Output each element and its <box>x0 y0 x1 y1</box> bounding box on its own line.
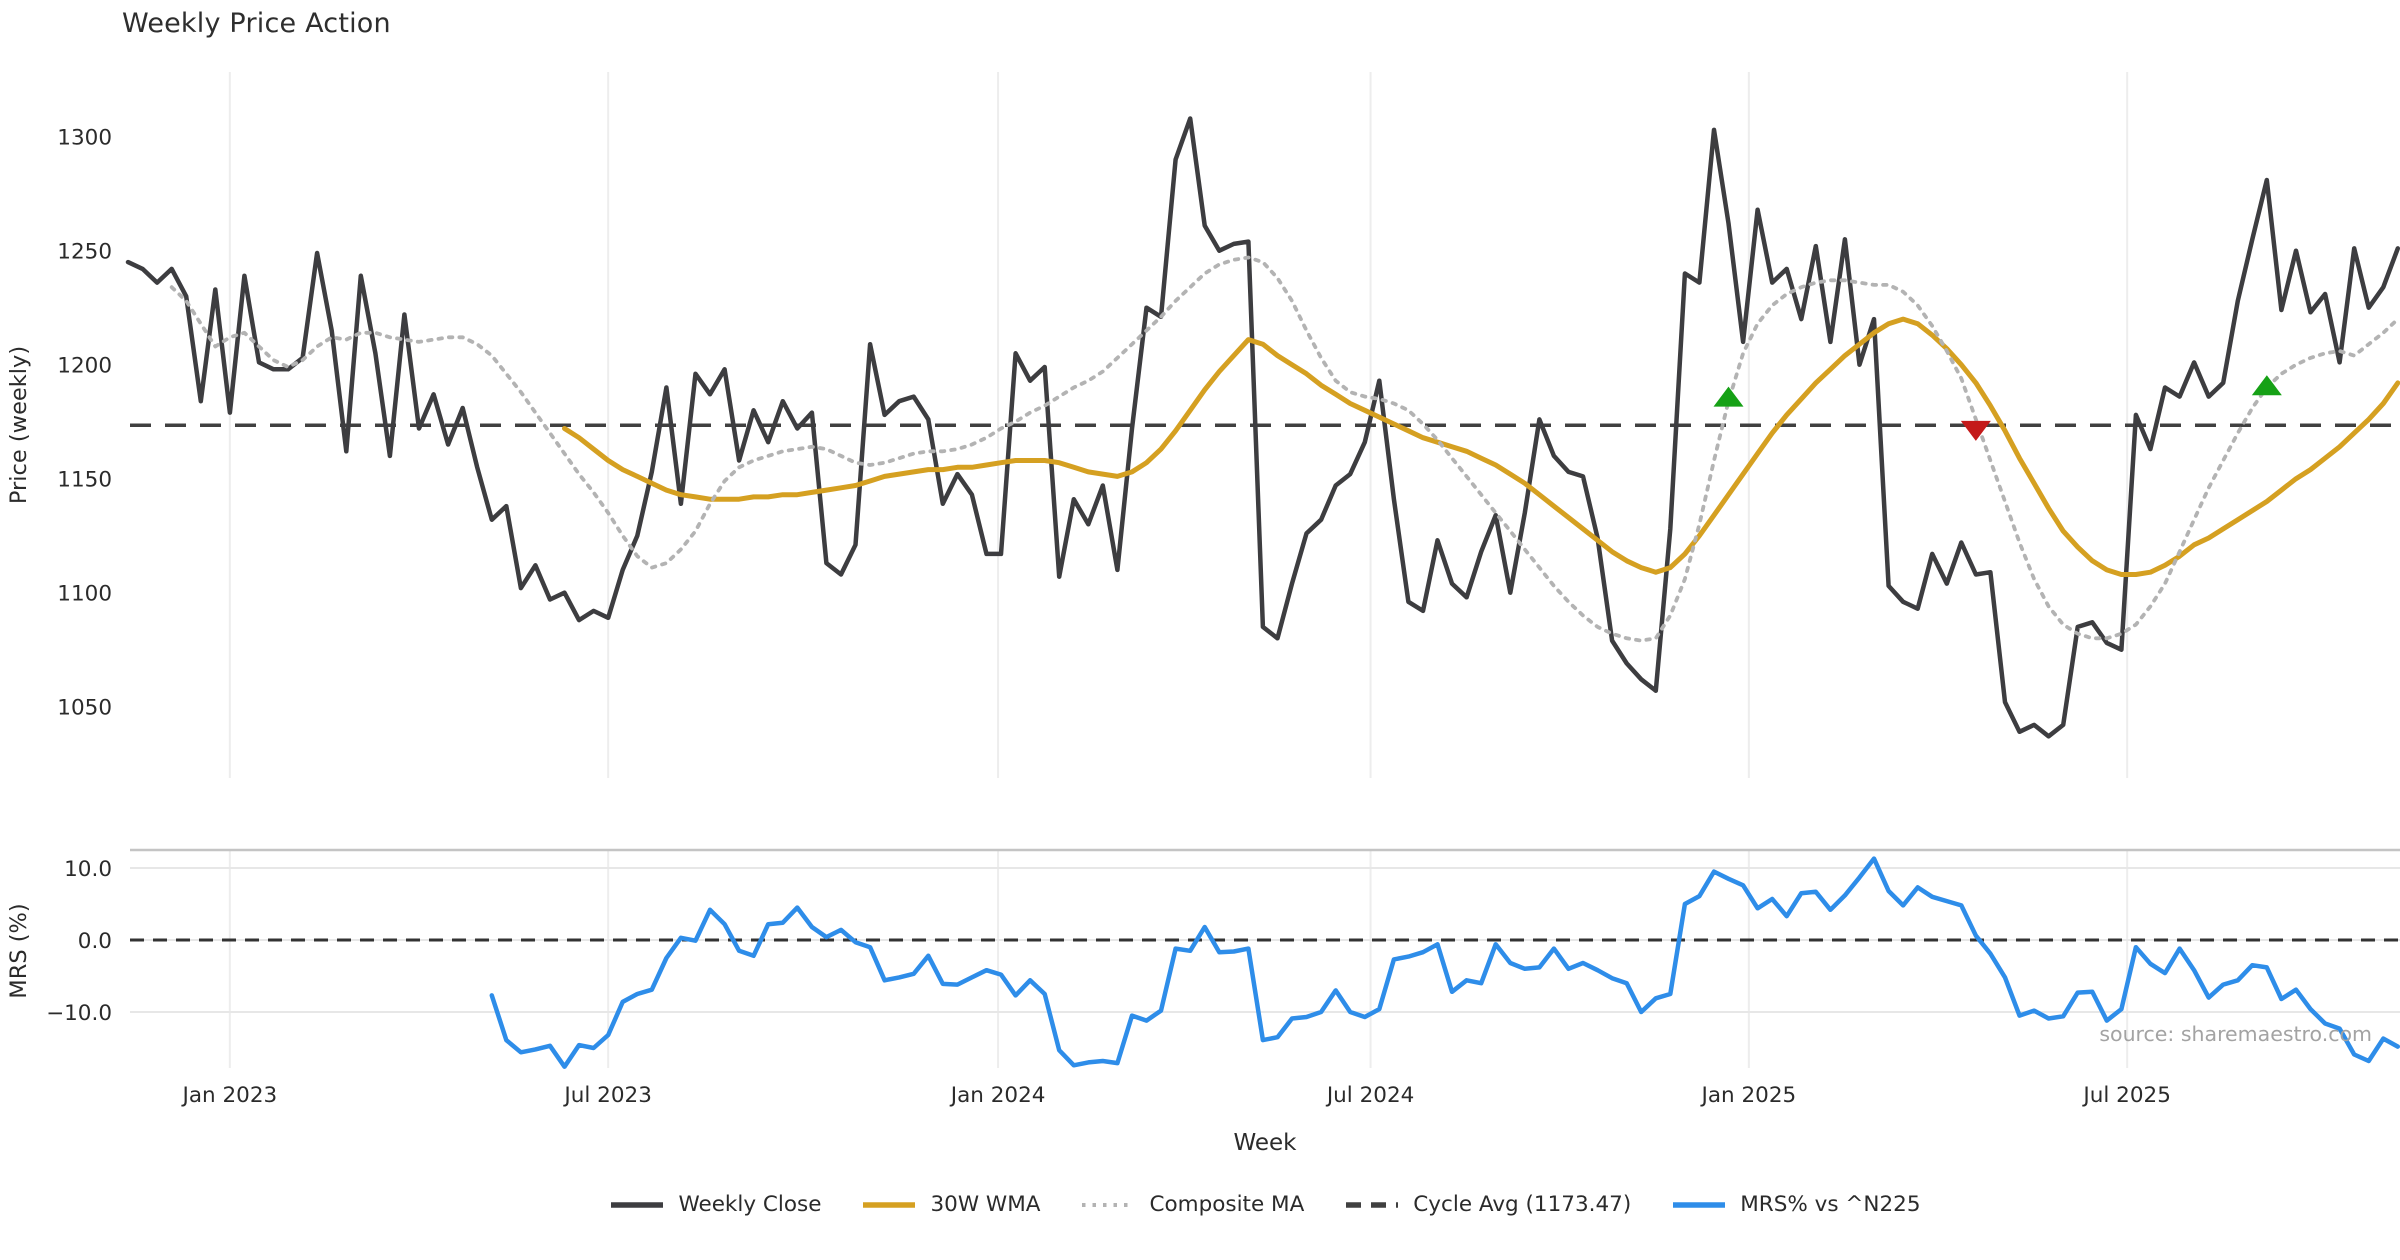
legend-item-label: Weekly Close <box>678 1192 822 1217</box>
x-tick-label: Jan 2023 <box>180 1083 277 1108</box>
legend-item-label: 30W WMA <box>930 1192 1041 1217</box>
buy-signal-marker <box>1713 386 1744 407</box>
x-tick-label: Jul 2024 <box>1325 1083 1415 1108</box>
legend-swatch-dashed <box>1346 1201 1399 1208</box>
legend: Weekly Close 30W WMA Composite MA Cycle Avg… <box>130 1192 2400 1217</box>
composite-ma-line <box>169 255 2400 643</box>
30w-wma-line <box>562 316 2400 577</box>
y-axis-label: Price (weekly) <box>6 346 32 504</box>
legend-swatch-dotted <box>1082 1202 1135 1207</box>
y-tick-label: 0.0 <box>78 929 112 954</box>
legend-item: Composite MA <box>1080 1192 1304 1217</box>
y-tick-label: 1250 <box>57 240 112 265</box>
x-tick-label: Jul 2025 <box>2081 1083 2171 1108</box>
legend-item-label: MRS% vs ^N225 <box>1740 1192 1921 1217</box>
legend-item: 30W WMA <box>861 1192 1040 1217</box>
y-tick-label: 1300 <box>57 126 112 151</box>
page-title: Weekly Price Action <box>122 8 391 39</box>
legend-swatch-solid <box>611 1201 664 1208</box>
y-tick-label: 10.0 <box>64 857 112 882</box>
source-note: source: sharemaestro.com <box>2099 1022 2372 1046</box>
legend-swatch-solid <box>863 1201 916 1208</box>
legend-item: Weekly Close <box>609 1192 821 1217</box>
y-tick-label: 1200 <box>57 354 112 379</box>
x-axis-label: Week <box>1233 1130 1297 1156</box>
legend-item-label: Cycle Avg (1173.47) <box>1413 1192 1632 1217</box>
mrs-line <box>489 856 2400 1069</box>
y-tick-label: 1050 <box>57 696 112 721</box>
sell-signal-marker <box>1960 420 1991 441</box>
weekly-close-line <box>125 116 2400 739</box>
y-tick-label: 1150 <box>57 468 112 493</box>
y-tick-label: 1100 <box>57 582 112 607</box>
legend-item: Cycle Avg (1173.47) <box>1344 1192 1631 1217</box>
x-tick-label: Jan 2025 <box>1700 1083 1797 1108</box>
legend-swatch-solid <box>1673 1201 1726 1208</box>
buy-signal-marker <box>2251 375 2282 396</box>
x-tick-label: Jan 2024 <box>949 1083 1046 1108</box>
legend-item-label: Composite MA <box>1149 1192 1305 1217</box>
legend-item: MRS% vs ^N225 <box>1671 1192 1921 1217</box>
y-axis-label: MRS (%) <box>6 903 32 998</box>
x-tick-label: Jul 2023 <box>562 1083 652 1108</box>
y-tick-label: −10.0 <box>46 1001 112 1026</box>
